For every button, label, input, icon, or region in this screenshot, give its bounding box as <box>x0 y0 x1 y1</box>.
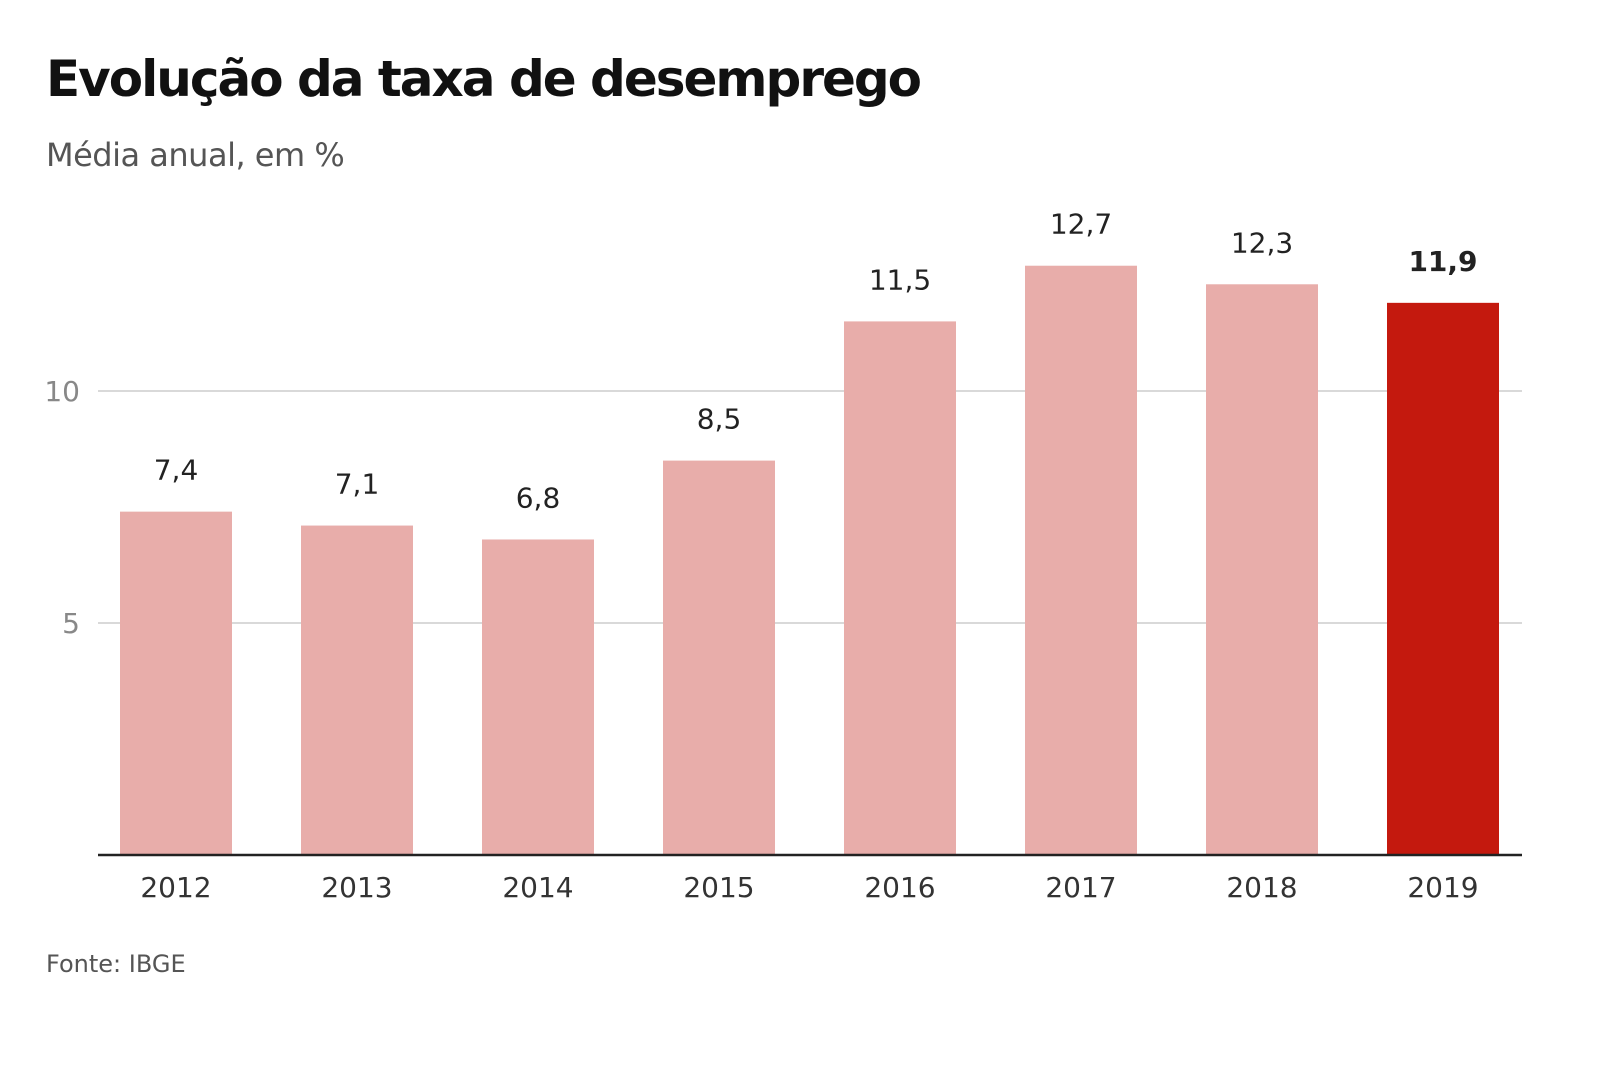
x-tick-label-2012: 2012 <box>140 871 211 904</box>
data-label-2014: 6,8 <box>516 481 561 514</box>
axes: 2012 2013 2014 2015 2016 2017 2018 2019 <box>98 853 1522 904</box>
bar-2016 <box>844 321 956 855</box>
source-note: Fonte: IBGE <box>46 950 186 978</box>
x-tick-label-2017: 2017 <box>1045 871 1116 904</box>
x-tick-label-2013: 2013 <box>321 871 392 904</box>
x-tick-label-2015: 2015 <box>683 871 754 904</box>
x-tick-label-2019: 2019 <box>1407 871 1478 904</box>
x-tick-label-2014: 2014 <box>502 871 573 904</box>
data-label-2013: 7,1 <box>335 468 380 501</box>
bars <box>120 265 1499 856</box>
data-label-2018: 12,3 <box>1231 226 1293 259</box>
data-label-2012: 7,4 <box>154 454 199 487</box>
bar-2015 <box>663 460 775 855</box>
chart-subtitle: Média anual, em % <box>46 136 345 174</box>
bar-2014 <box>482 539 594 855</box>
y-tick-label: 5 <box>62 607 80 640</box>
data-label-2016: 11,5 <box>869 263 931 296</box>
data-label-2019: 11,9 <box>1408 245 1477 278</box>
x-tick-label-2018: 2018 <box>1226 871 1297 904</box>
bar-2018 <box>1206 284 1318 855</box>
bar-2019 <box>1387 302 1499 856</box>
chart-title: Evolução da taxa de desemprego <box>46 50 922 108</box>
y-tick-label: 10 <box>44 375 80 408</box>
bar-2013 <box>301 525 413 855</box>
data-labels: 7,4 7,1 6,8 8,5 11,5 12,7 12,3 11,9 <box>154 208 1478 515</box>
data-label-2015: 8,5 <box>697 403 742 436</box>
bar-2012 <box>120 511 232 855</box>
data-label-2017: 12,7 <box>1050 208 1112 241</box>
x-tick-label-2016: 2016 <box>864 871 935 904</box>
bar-2017 <box>1025 265 1137 856</box>
